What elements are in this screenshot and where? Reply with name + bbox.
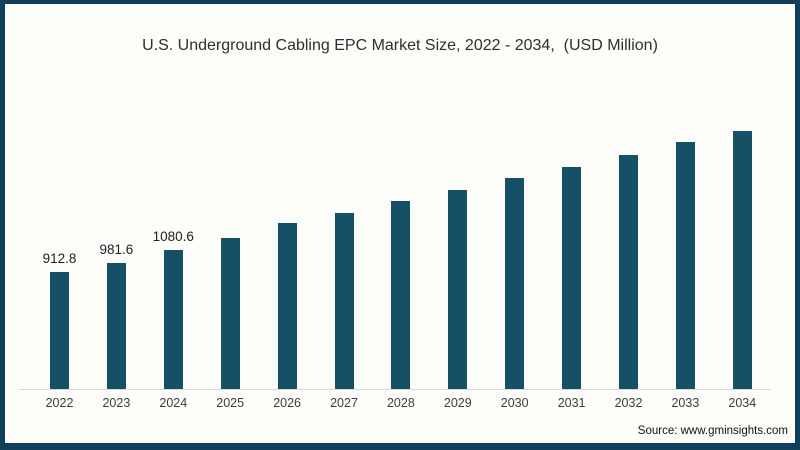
x-tick-label-2034: 2034 <box>728 396 757 410</box>
bar-2028 <box>391 201 411 389</box>
bar-value-label-2023: 981.6 <box>99 242 134 257</box>
bar-2032 <box>619 155 638 389</box>
x-tick-label-2022: 2022 <box>45 396 74 410</box>
x-tick-label-2025: 2025 <box>216 396 245 410</box>
bar-2022 <box>50 272 69 389</box>
source-note: Source: www.gminsights.com <box>637 425 788 437</box>
x-axis-line <box>19 389 771 390</box>
bar-2034 <box>732 131 752 389</box>
x-tick-label-2024: 2024 <box>159 396 188 410</box>
bar-2024 <box>163 250 183 389</box>
plot-area: 912.8 2022 981.6 2023 1080.6 2024 2025 2026 2027… <box>5 4 795 443</box>
x-tick-label-2026: 2026 <box>273 396 301 410</box>
bar-2026 <box>277 223 297 389</box>
chart-title: U.S. Underground Cabling EPC Market Size… <box>142 37 658 54</box>
x-tick-label-2027: 2027 <box>330 396 358 410</box>
bar-2027 <box>334 213 354 389</box>
x-tick-label-2031: 2031 <box>557 396 586 410</box>
bar-2033 <box>675 142 695 389</box>
x-tick-label-2029: 2029 <box>443 396 472 410</box>
bar-value-label-2024: 1080.6 <box>152 229 194 244</box>
x-tick-label-2023: 2023 <box>102 396 131 410</box>
bar-2023 <box>106 263 126 389</box>
x-tick-label-2032: 2032 <box>614 396 643 410</box>
bar-2029 <box>448 190 468 389</box>
bar-value-label-2022: 912.8 <box>42 251 77 266</box>
bar-2025 <box>220 238 240 389</box>
bar-2031 <box>562 167 582 389</box>
bar-2030 <box>505 178 525 389</box>
x-tick-label-2028: 2028 <box>386 396 415 410</box>
x-tick-label-2033: 2033 <box>671 396 700 410</box>
x-tick-label-2030: 2030 <box>500 396 529 410</box>
